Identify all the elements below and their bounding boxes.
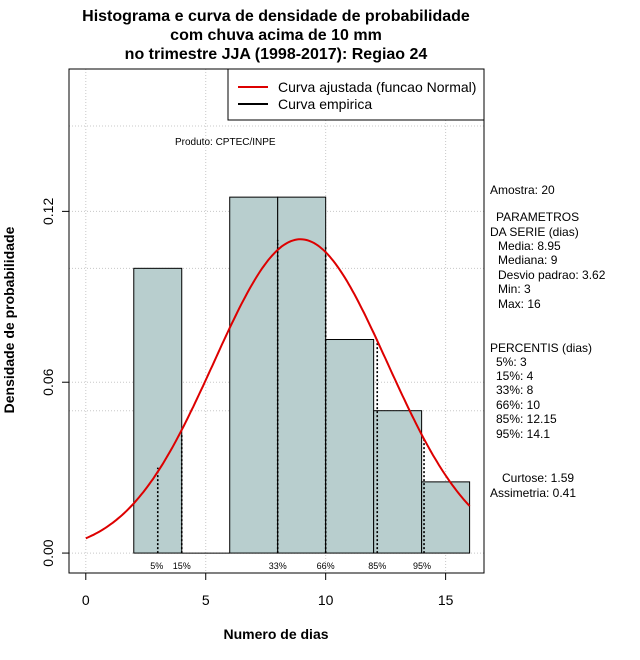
- percentile-5: 5%: 3: [496, 355, 527, 369]
- legend-label: Curva empirica: [278, 96, 372, 112]
- param-mean: Media: 8.95: [498, 239, 561, 253]
- percentile-label: 95%: [413, 561, 431, 571]
- histogram-bars: [133, 196, 471, 554]
- percentile-33: 33%: 8: [496, 383, 534, 397]
- legend-label: Curva ajustada (funcao Normal): [278, 79, 476, 95]
- y-tick-label: 0.00: [40, 539, 56, 566]
- percentile-label: 85%: [368, 561, 386, 571]
- percentile-66: 66%: 10: [496, 398, 540, 412]
- kurtosis: Curtose: 1.59: [502, 471, 574, 485]
- param-sd: Desvio padrao: 3.62: [498, 268, 606, 282]
- x-tick-label: 0: [82, 592, 90, 608]
- title-line-1: Histograma e curva de densidade de proba…: [82, 8, 470, 25]
- percentile-85: 85%: 12.15: [496, 412, 557, 426]
- histogram-bar: [421, 481, 471, 554]
- stats-panel: Amostra: 20 PARAMETROS DA SERIE (dias) M…: [490, 183, 606, 500]
- histogram-bar: [133, 267, 183, 554]
- parameters-title: PARAMETROS: [496, 210, 579, 224]
- histogram-bar: [373, 410, 423, 554]
- sample-size: Amostra: 20: [490, 183, 555, 197]
- legend: Curva ajustada (funcao Normal)Curva empi…: [227, 68, 485, 121]
- param-max: Max: 16: [498, 297, 541, 311]
- skewness: Assimetria: 0.41: [490, 486, 576, 500]
- title-line-3: no trimestre JJA (1998-2017): Regiao 24: [125, 46, 428, 63]
- percentile-label: 5%: [150, 561, 163, 571]
- x-axis-label: Numero de dias: [223, 626, 328, 642]
- normal-curve: [85, 238, 471, 540]
- legend-box: [227, 68, 485, 121]
- y-tick-label: 0.06: [40, 368, 56, 395]
- histogram-bar: [325, 339, 375, 554]
- x-tick-label: 15: [438, 592, 454, 608]
- chart-title: Histograma e curva de densidade de proba…: [82, 8, 470, 63]
- percentile-label: 15%: [173, 561, 191, 571]
- normal-curve-line: [85, 238, 471, 540]
- histogram-bar: [229, 196, 279, 554]
- x-tick-label: 10: [318, 592, 334, 608]
- percentile-label: 66%: [317, 561, 335, 571]
- product-annotation: Produto: CPTEC/INPE: [175, 137, 276, 148]
- histogram-bar: [277, 196, 327, 554]
- axes: 0 5 10 15 0.00 0.06 0.12: [40, 198, 454, 608]
- y-axis-label: Densidade de probabilidade: [1, 226, 17, 413]
- percentile-lines: 5% 15% 33% 66% 85% 95%: [150, 239, 431, 571]
- title-line-2: com chuva acima de 10 mm: [170, 27, 382, 44]
- param-min: Min: 3: [498, 282, 531, 296]
- percentiles-title: PERCENTIS (dias): [490, 341, 592, 355]
- parameters-subtitle: DA SERIE (dias): [490, 225, 579, 239]
- param-median: Mediana: 9: [498, 253, 558, 267]
- x-tick-label: 5: [202, 592, 210, 608]
- y-tick-label: 0.12: [40, 198, 56, 225]
- percentile-label: 33%: [269, 561, 287, 571]
- percentile-95: 95%: 14.1: [496, 427, 550, 441]
- percentile-15: 15%: 4: [496, 369, 534, 383]
